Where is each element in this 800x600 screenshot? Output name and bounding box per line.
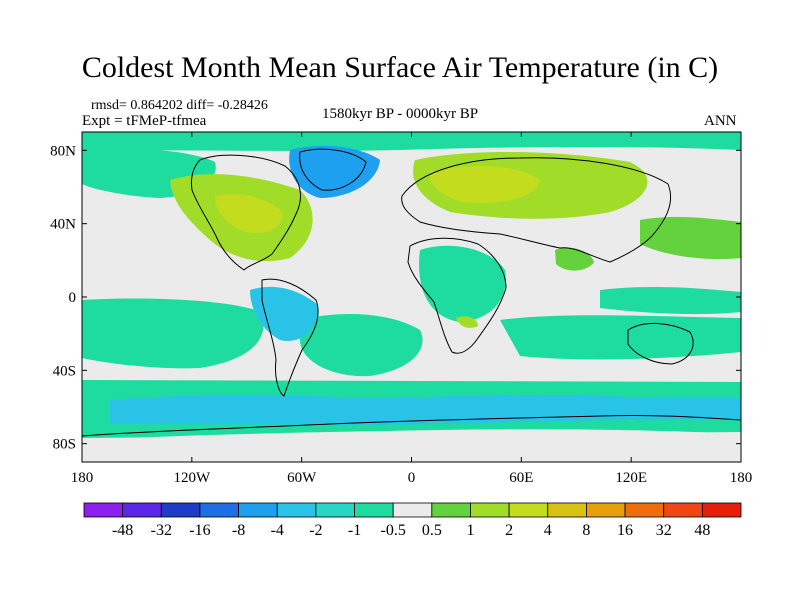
colorbar-labels: -48 -32 -16 -8 -4 -2 -1 -0.5 0.5 1 2 4 8 16 32 48 bbox=[112, 522, 710, 539]
coastlines bbox=[82, 148, 741, 437]
colorbar-boxes bbox=[83, 502, 742, 518]
lon-tick-label: 120W bbox=[173, 470, 211, 486]
lon-tick-label: 180 bbox=[730, 470, 753, 486]
north-america-core bbox=[214, 193, 283, 234]
colorbar-label: 4 bbox=[544, 522, 552, 539]
southern-ocean-cyan bbox=[110, 394, 741, 425]
map-title: Coldest Month Mean Surface Air Temperatu… bbox=[81, 51, 719, 84]
lon-tick-label: 180 bbox=[71, 470, 94, 486]
colorbar-label: 32 bbox=[656, 522, 672, 539]
arctic-green bbox=[82, 132, 741, 151]
colorbar-label: 48 bbox=[694, 522, 710, 539]
lon-tick-label: 0 bbox=[408, 470, 416, 486]
colorbar-label: 8 bbox=[582, 522, 590, 539]
colorbar-label: -2 bbox=[309, 522, 322, 539]
lon-tick-label: 120E bbox=[615, 470, 647, 486]
colorbar-box bbox=[276, 502, 317, 518]
colorbar-box bbox=[354, 502, 394, 518]
colorbar-box bbox=[83, 502, 124, 518]
colorbar-label: 1 bbox=[466, 522, 474, 539]
antarctic-interior bbox=[82, 429, 741, 462]
colorbar-label: -1 bbox=[348, 522, 361, 539]
south-asia-warm bbox=[555, 247, 594, 271]
colorbar-box bbox=[547, 502, 587, 518]
coast-australia bbox=[627, 322, 694, 365]
colorbar-label: -16 bbox=[189, 522, 210, 539]
coast-south-america bbox=[261, 278, 319, 397]
indian-ocean-patch bbox=[500, 315, 741, 360]
greenland-cyan bbox=[289, 145, 380, 198]
colorbar-box bbox=[624, 502, 665, 518]
colorbar-label: -48 bbox=[112, 522, 133, 539]
colorbar-label: -32 bbox=[151, 522, 172, 539]
coast-antarctica bbox=[82, 414, 741, 437]
lat-axis: 80N 40N 0 40S 80S bbox=[50, 143, 741, 453]
coast-africa bbox=[407, 237, 507, 354]
colorbar-label: -4 bbox=[271, 522, 284, 539]
lat-tick-label: 40N bbox=[50, 217, 76, 233]
colorbar-box bbox=[122, 502, 162, 518]
colorbar-box bbox=[586, 502, 626, 518]
lon-axis: 180 120W 60W 0 60E 120E 180 bbox=[71, 132, 753, 486]
coast-north-america bbox=[191, 154, 301, 271]
lat-tick-label: 80S bbox=[53, 437, 76, 453]
lon-tick-label: 60W bbox=[287, 470, 317, 486]
lat-tick-label: 80N bbox=[50, 143, 76, 159]
colorbar-box bbox=[470, 502, 510, 518]
period-label: 1580kyr BP - 0000kyr BP bbox=[322, 106, 479, 122]
colorbar-label: 0.5 bbox=[422, 522, 442, 539]
lon-tick-label: 60E bbox=[509, 470, 533, 486]
eurasia-core bbox=[429, 165, 540, 204]
tropical-america-patch bbox=[250, 286, 319, 341]
colorbar-box bbox=[315, 502, 355, 518]
central-africa-patch bbox=[419, 245, 506, 322]
colorbar-label: 16 bbox=[617, 522, 633, 539]
colorbar-label: -8 bbox=[232, 522, 245, 539]
africa-small-warm bbox=[456, 316, 478, 328]
colorbar-box bbox=[160, 502, 201, 518]
coast-greenland bbox=[299, 148, 367, 191]
experiment-label: Expt = tFMeP-tfmea bbox=[82, 113, 207, 129]
season-label: ANN bbox=[704, 113, 737, 129]
colorbar-box bbox=[508, 502, 549, 518]
lat-tick-label: 0 bbox=[69, 290, 77, 306]
colorbar-box bbox=[392, 502, 433, 518]
colorbar-label: -0.5 bbox=[381, 522, 406, 539]
south-pacific-patch bbox=[82, 298, 264, 369]
coast-europe-asia bbox=[401, 157, 672, 263]
colorbar-box bbox=[199, 502, 239, 518]
colorbar-box bbox=[238, 502, 278, 518]
east-asia-warm bbox=[640, 216, 741, 260]
east-pacific-cyan bbox=[600, 286, 741, 315]
lat-tick-label: 40S bbox=[53, 363, 76, 379]
colorbar-box bbox=[431, 502, 471, 518]
colorbar-box bbox=[663, 502, 703, 518]
colorbar-label: 2 bbox=[505, 522, 513, 539]
colorbar-box bbox=[701, 502, 742, 518]
south-atlantic-patch bbox=[300, 314, 423, 377]
stats-label: rmsd= 0.864202 diff= -0.28426 bbox=[91, 98, 268, 113]
